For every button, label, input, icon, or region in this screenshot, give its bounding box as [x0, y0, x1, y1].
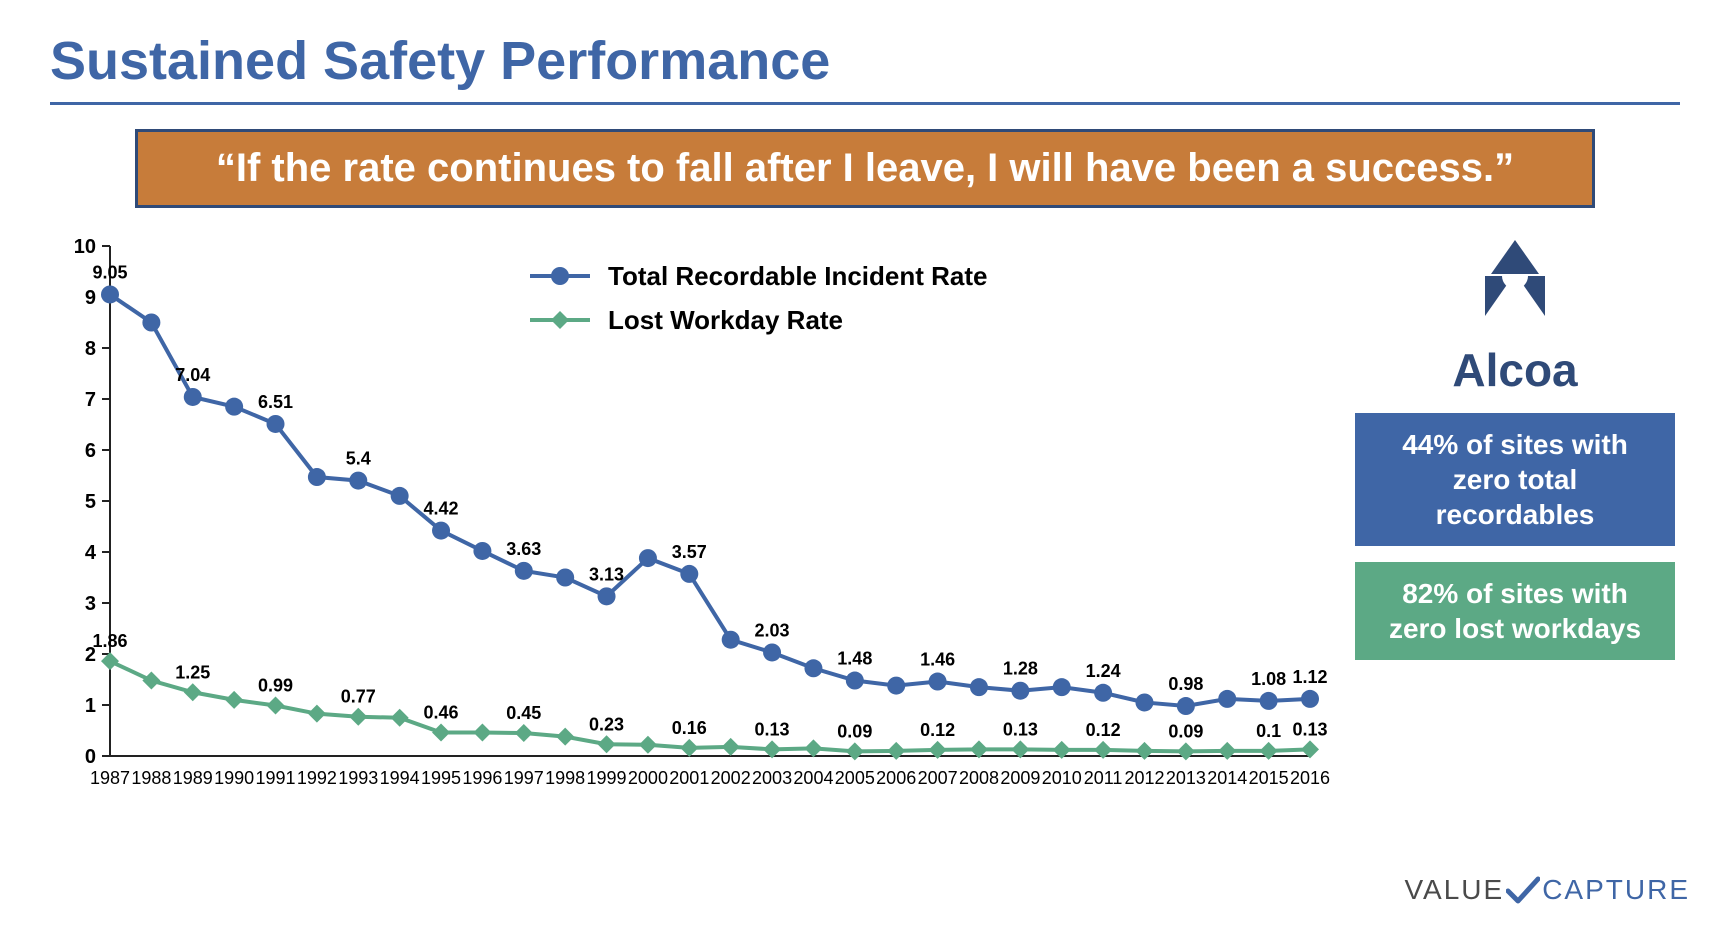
svg-text:6: 6 [85, 440, 96, 462]
svg-text:2013: 2013 [1166, 768, 1206, 788]
svg-text:1987: 1987 [90, 768, 130, 788]
slide: Sustained Safety Performance “If the rat… [0, 0, 1730, 926]
chart-area: 0123456789101987198819891990199119921993… [50, 226, 1330, 806]
svg-text:1: 1 [85, 695, 96, 717]
svg-text:0.23: 0.23 [589, 714, 624, 734]
svg-text:2005: 2005 [835, 768, 875, 788]
svg-text:Lost Workday Rate: Lost Workday Rate [608, 305, 843, 335]
svg-text:1995: 1995 [421, 768, 461, 788]
svg-text:0.09: 0.09 [1168, 721, 1203, 741]
side-panel: Alcoa 44% of sites with zero total recor… [1350, 226, 1680, 806]
svg-text:4.42: 4.42 [424, 499, 459, 519]
svg-text:3.63: 3.63 [506, 539, 541, 559]
stat-recordables: 44% of sites with zero total recordables [1355, 413, 1675, 546]
svg-text:0.16: 0.16 [672, 718, 707, 738]
svg-text:2016: 2016 [1290, 768, 1330, 788]
svg-text:5: 5 [85, 491, 96, 513]
svg-text:1.12: 1.12 [1292, 667, 1327, 687]
svg-text:2011: 2011 [1084, 768, 1123, 788]
svg-text:4: 4 [85, 542, 97, 564]
footer-left: VALUE [1404, 874, 1504, 906]
svg-text:1.28: 1.28 [1003, 659, 1038, 679]
svg-text:2007: 2007 [918, 768, 958, 788]
svg-text:1.48: 1.48 [837, 649, 872, 669]
svg-text:9: 9 [85, 287, 96, 309]
svg-text:2014: 2014 [1207, 768, 1247, 788]
svg-text:9.05: 9.05 [92, 262, 127, 282]
svg-text:2008: 2008 [959, 768, 999, 788]
svg-text:1.86: 1.86 [92, 631, 127, 651]
svg-text:1991: 1991 [255, 768, 295, 788]
svg-text:5.4: 5.4 [346, 449, 371, 469]
svg-text:3.13: 3.13 [589, 564, 624, 584]
stat-lost-workdays: 82% of sites with zero lost workdays [1355, 562, 1675, 660]
svg-text:0.12: 0.12 [1086, 720, 1121, 740]
svg-text:2004: 2004 [793, 768, 833, 788]
alcoa-logo-icon [1455, 236, 1575, 336]
page-title: Sustained Safety Performance [50, 30, 1680, 92]
svg-text:0.13: 0.13 [755, 719, 790, 739]
svg-text:2.03: 2.03 [755, 620, 790, 640]
svg-text:2002: 2002 [711, 768, 751, 788]
svg-text:0.77: 0.77 [341, 687, 376, 707]
svg-text:0.46: 0.46 [424, 703, 459, 723]
svg-text:0.09: 0.09 [837, 721, 872, 741]
svg-text:1988: 1988 [131, 768, 171, 788]
svg-text:2006: 2006 [876, 768, 916, 788]
quote-callout: “If the rate continues to fall after I l… [135, 129, 1595, 208]
svg-text:7: 7 [85, 389, 96, 411]
svg-text:1997: 1997 [504, 768, 544, 788]
alcoa-logo: Alcoa [1452, 236, 1577, 397]
svg-text:2009: 2009 [1000, 768, 1040, 788]
svg-text:1990: 1990 [214, 768, 254, 788]
footer-logo: VALUE CAPTURE [1404, 874, 1690, 906]
svg-text:1999: 1999 [587, 768, 627, 788]
svg-text:1998: 1998 [545, 768, 585, 788]
svg-text:Total Recordable Incident Rate: Total Recordable Incident Rate [608, 261, 987, 291]
svg-text:1.24: 1.24 [1086, 661, 1121, 681]
svg-text:0.99: 0.99 [258, 676, 293, 696]
title-divider [50, 102, 1680, 105]
svg-text:0.13: 0.13 [1003, 719, 1038, 739]
svg-text:0.13: 0.13 [1292, 719, 1327, 739]
check-icon [1506, 875, 1540, 905]
safety-line-chart: 0123456789101987198819891990199119921993… [50, 226, 1330, 806]
svg-text:0.45: 0.45 [506, 703, 541, 723]
svg-text:1996: 1996 [462, 768, 502, 788]
alcoa-logo-text: Alcoa [1452, 343, 1577, 397]
svg-text:1.08: 1.08 [1251, 669, 1286, 689]
svg-text:1992: 1992 [297, 768, 337, 788]
svg-text:2015: 2015 [1249, 768, 1289, 788]
svg-text:10: 10 [74, 236, 96, 258]
svg-text:3.57: 3.57 [672, 542, 707, 562]
svg-text:2000: 2000 [628, 768, 668, 788]
svg-text:1989: 1989 [173, 768, 213, 788]
svg-text:1994: 1994 [380, 768, 420, 788]
svg-text:8: 8 [85, 338, 96, 360]
svg-text:7.04: 7.04 [175, 365, 210, 385]
svg-text:1.25: 1.25 [175, 662, 210, 682]
footer-right: CAPTURE [1542, 874, 1690, 906]
svg-text:1993: 1993 [338, 768, 378, 788]
svg-text:1.46: 1.46 [920, 650, 955, 670]
svg-text:0.12: 0.12 [920, 720, 955, 740]
svg-text:6.51: 6.51 [258, 392, 293, 412]
svg-text:0: 0 [85, 746, 96, 768]
svg-text:2010: 2010 [1042, 768, 1082, 788]
svg-text:2012: 2012 [1124, 768, 1164, 788]
svg-text:0.98: 0.98 [1168, 674, 1203, 694]
main-content: 0123456789101987198819891990199119921993… [50, 226, 1680, 806]
svg-text:0.1: 0.1 [1256, 721, 1281, 741]
svg-text:3: 3 [85, 593, 96, 615]
svg-text:2003: 2003 [752, 768, 792, 788]
svg-text:2001: 2001 [669, 768, 709, 788]
